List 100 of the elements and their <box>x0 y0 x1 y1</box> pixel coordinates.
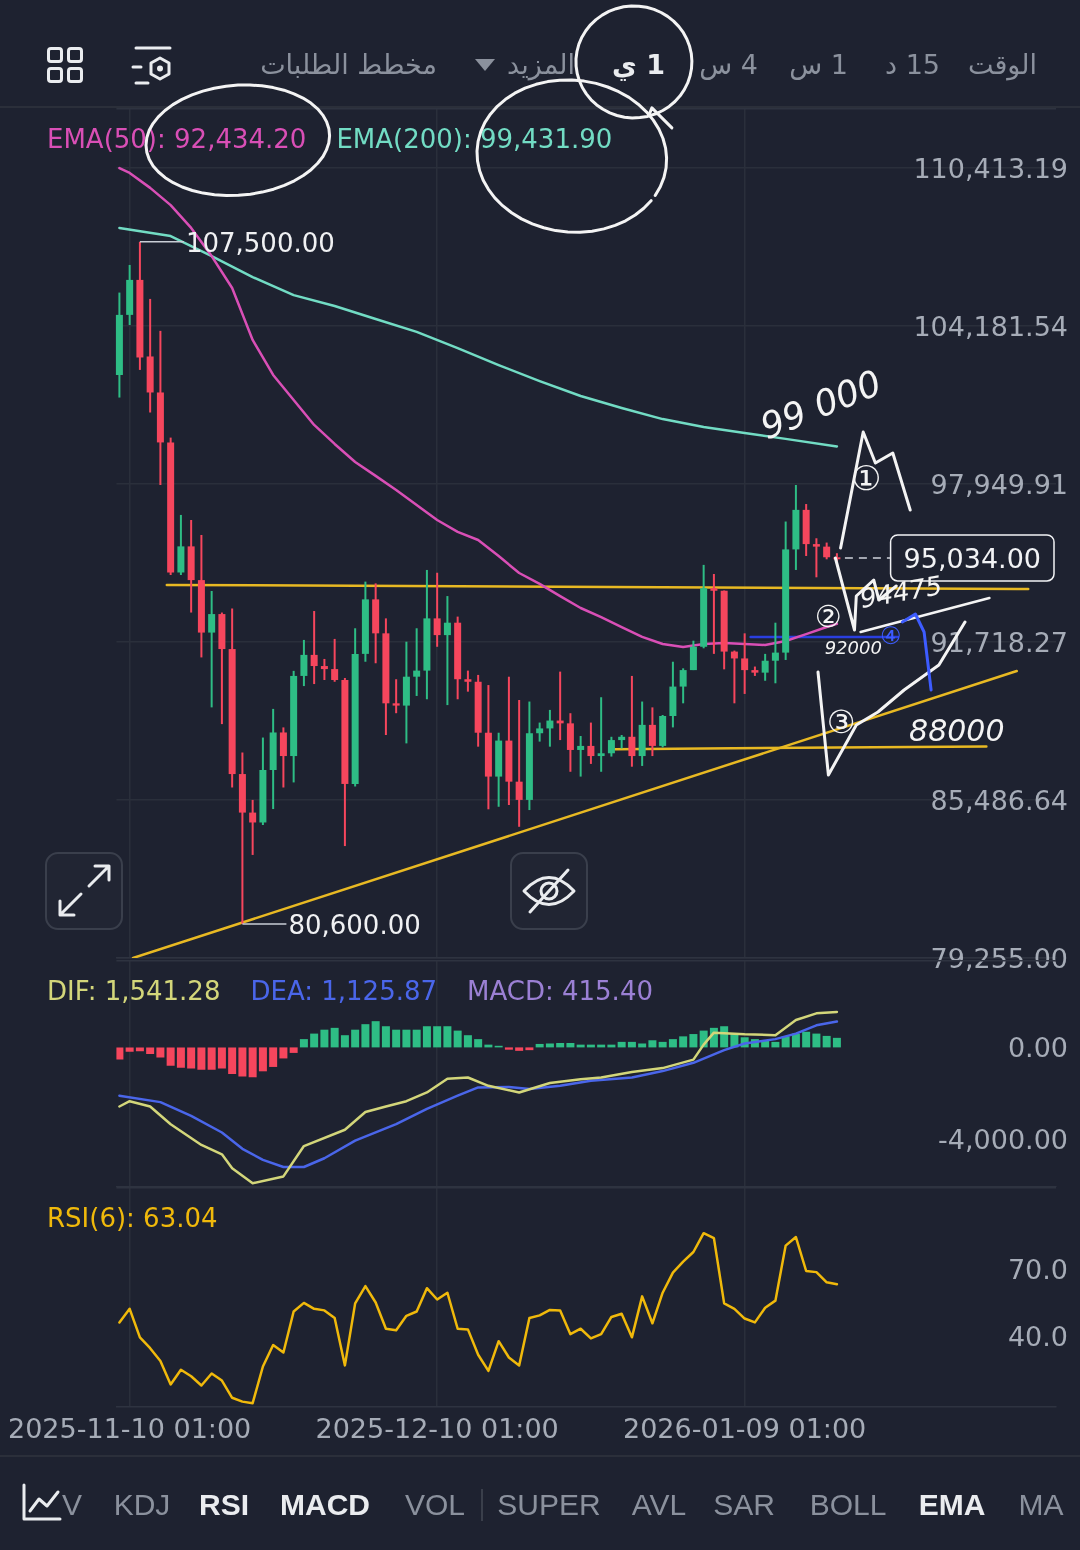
bar <box>648 1040 657 1048</box>
annotation: 88000 <box>909 713 1005 748</box>
bar <box>627 1041 636 1048</box>
x-tick-label: 2026-01-09 01:00 <box>623 1412 867 1444</box>
bar <box>545 1043 554 1048</box>
text: المزيد <box>507 48 575 81</box>
text: MA <box>1018 1487 1064 1523</box>
bar <box>515 1047 524 1051</box>
bar <box>812 1033 821 1048</box>
bar <box>146 1047 155 1055</box>
bar <box>371 1021 380 1048</box>
bar <box>187 1047 196 1069</box>
text: DIF: 1,541.28 <box>47 976 221 1006</box>
y-tick-label: 70.0 <box>1007 1253 1068 1285</box>
bar <box>617 1041 626 1048</box>
y-tick-label: 104,181.54 <box>913 311 1068 343</box>
y-tick-label: 110,413.19 <box>913 153 1068 185</box>
bar <box>217 1047 226 1069</box>
bar <box>474 1039 483 1048</box>
series-label: MACD: 415.40 <box>467 976 653 1006</box>
annotation: 99 000 <box>754 361 887 448</box>
text: EMA <box>918 1487 986 1523</box>
text: الوقت <box>967 48 1037 81</box>
y-tick-label: 97,949.91 <box>930 469 1068 501</box>
x-tick-label: 2025-11-10 01:00 <box>8 1412 252 1444</box>
bar <box>176 1047 185 1068</box>
bar <box>248 1047 257 1078</box>
bar <box>228 1047 237 1075</box>
y-tick-label: 0.00 <box>1007 1032 1068 1064</box>
bar <box>258 1047 267 1072</box>
bar <box>504 1047 513 1050</box>
bar <box>771 1041 780 1048</box>
text: EMA(200): 99,431.90 <box>336 124 613 154</box>
text: 1 ي <box>612 48 665 81</box>
text: RSI(6): 63.04 <box>47 1203 218 1233</box>
bar <box>156 1047 165 1058</box>
y-tick-label: -4,000.00 <box>938 1124 1068 1156</box>
bar <box>402 1029 411 1048</box>
bar <box>566 1043 575 1048</box>
annotation: ② <box>814 599 842 634</box>
bar <box>361 1024 370 1048</box>
x-tick-label: 2025-12-10 01:00 <box>315 1412 559 1444</box>
text: V <box>61 1487 83 1523</box>
bar <box>433 1026 442 1048</box>
bar <box>340 1035 349 1048</box>
bar <box>802 1031 811 1048</box>
bar <box>443 1026 452 1048</box>
bar <box>351 1029 360 1048</box>
text: 1 س <box>789 48 848 81</box>
text: VOL <box>404 1487 466 1523</box>
text: SUPER <box>497 1487 601 1523</box>
bar <box>668 1039 677 1048</box>
bar <box>135 1047 144 1052</box>
bar <box>289 1047 298 1053</box>
text: KDJ <box>113 1487 171 1523</box>
bar <box>412 1029 421 1048</box>
bar <box>638 1043 647 1048</box>
bar <box>279 1047 288 1059</box>
bar <box>392 1029 401 1048</box>
bar <box>453 1030 462 1048</box>
candlestick <box>392 679 400 714</box>
bar <box>330 1027 339 1048</box>
candlestick <box>812 538 820 578</box>
text: AVL <box>631 1487 687 1523</box>
bar <box>832 1037 841 1048</box>
bar <box>689 1034 698 1048</box>
text: SAR <box>713 1487 775 1523</box>
candlestick <box>597 697 605 772</box>
bar <box>525 1047 534 1051</box>
candlestick <box>413 628 421 696</box>
text: BOLL <box>809 1487 887 1523</box>
bar <box>166 1047 175 1066</box>
text: 15 د <box>885 48 940 81</box>
bar <box>299 1039 308 1048</box>
bar <box>463 1035 472 1048</box>
bar <box>556 1043 565 1048</box>
bar <box>238 1047 247 1077</box>
text: 4 س <box>699 48 758 81</box>
bar <box>269 1047 278 1067</box>
y-tick-label: 40.0 <box>1007 1321 1068 1353</box>
text: MACD <box>280 1487 370 1523</box>
bar <box>310 1033 319 1048</box>
bar <box>207 1047 216 1070</box>
bar <box>658 1041 667 1048</box>
bar <box>422 1026 431 1048</box>
text: RSI <box>198 1487 250 1523</box>
y-tick-label: 85,486.64 <box>930 785 1068 816</box>
bar <box>320 1029 329 1048</box>
y-tick-label: 79,255.00 <box>930 943 1068 974</box>
bar <box>381 1026 390 1048</box>
text: DEA: 1,125.87 <box>250 976 438 1006</box>
bar <box>679 1036 688 1048</box>
candlestick <box>577 736 585 777</box>
annotation: 80,600.00 <box>288 909 421 940</box>
bar <box>822 1035 831 1048</box>
text: مخطط الطلبات <box>260 48 437 81</box>
bar <box>116 1047 124 1060</box>
annotation: 92000 <box>824 637 882 658</box>
bar <box>197 1047 206 1070</box>
bar <box>125 1047 134 1052</box>
